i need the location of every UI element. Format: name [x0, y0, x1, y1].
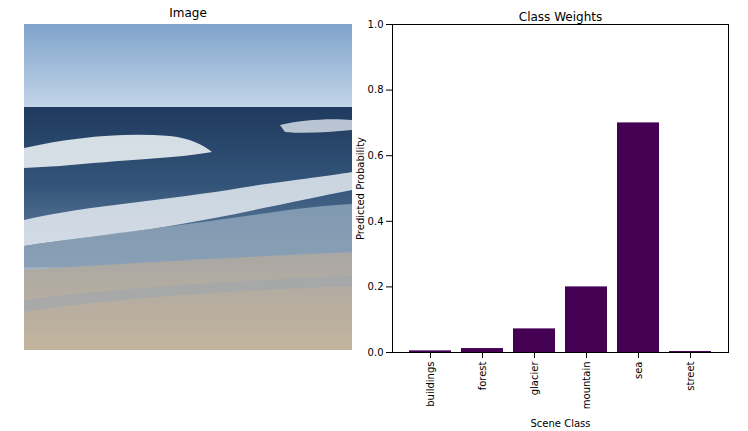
svg-text:street: street [685, 361, 696, 390]
svg-text:0.6: 0.6 [368, 150, 384, 161]
svg-text:sea: sea [633, 362, 644, 380]
svg-text:Predicted Probability: Predicted Probability [355, 137, 366, 240]
svg-text:Scene Class: Scene Class [531, 418, 591, 429]
svg-text:mountain: mountain [581, 362, 592, 410]
svg-text:0.4: 0.4 [368, 216, 384, 227]
svg-text:buildings: buildings [425, 362, 436, 407]
svg-text:0.2: 0.2 [368, 281, 384, 292]
svg-text:0.8: 0.8 [368, 84, 384, 95]
svg-text:forest: forest [477, 361, 488, 390]
html-text:Image: Image [169, 6, 207, 20]
svg-text:glacier: glacier [529, 361, 540, 396]
svg-text:Class Weights: Class Weights [519, 10, 602, 24]
svg-text:1.0: 1.0 [368, 19, 384, 30]
svg-text:0.0: 0.0 [368, 347, 384, 358]
